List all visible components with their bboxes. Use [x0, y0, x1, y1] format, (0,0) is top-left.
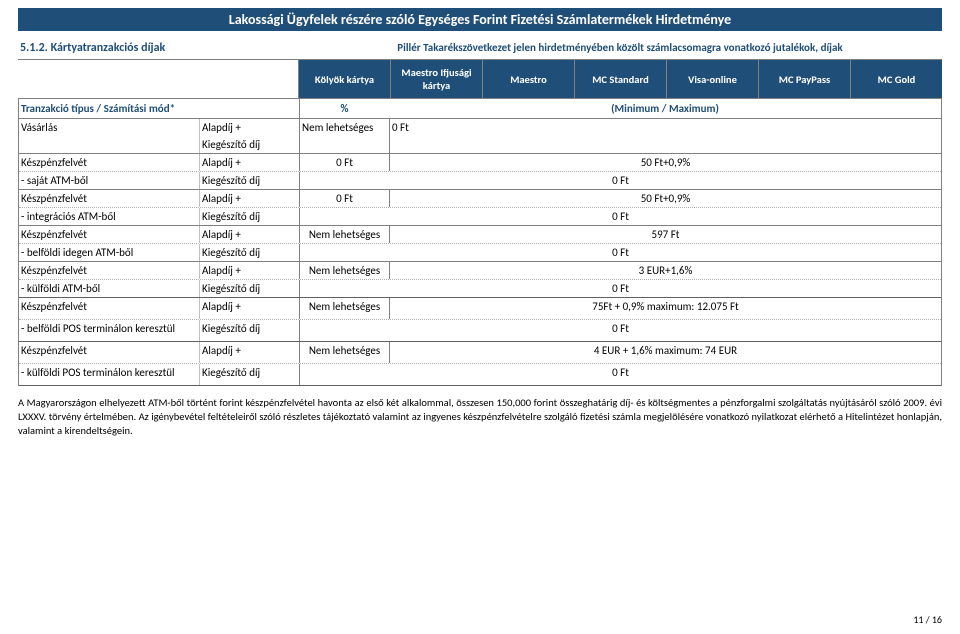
row3-r2-b: Kiegészítő díj: [199, 244, 299, 261]
row6-r1-c: Nem lehetséges: [299, 342, 389, 363]
row3-r1-c: Nem lehetséges: [299, 226, 389, 243]
row0-r2-b: Kiegészítő díj: [199, 136, 299, 153]
row3-r1-b: Alapdíj +: [199, 226, 299, 243]
row6-sub: - külföldi POS terminálon keresztül: [19, 364, 199, 385]
row6-name: Készpénzfelvét: [19, 342, 199, 363]
row-group-0: Vásárlás Alapdíj + Nem lehetséges 0 Ft K…: [18, 119, 942, 154]
row5-r1-b: Alapdíj +: [199, 298, 299, 319]
section-header: 5.1.2. Kártyatranzakciós díjak Pillér Ta…: [18, 37, 942, 59]
row2-r2-cd: 0 Ft: [299, 208, 941, 225]
section-description: Pillér Takarékszövetkezet jelen hirdetmé…: [298, 37, 942, 59]
subheader-label: Tranzakció típus / Számítási mód*: [19, 99, 199, 118]
row6-r2-b: Kiegészítő díj: [199, 364, 299, 385]
row6-r2-cd: 0 Ft: [299, 364, 941, 385]
row1-r2-cd: 0 Ft: [299, 172, 941, 189]
row0-name: Vásárlás: [19, 119, 199, 136]
row5-name: Készpénzfelvét: [19, 298, 199, 319]
row0-r2-c: [299, 136, 389, 153]
row4-r2-b: Kiegészítő díj: [199, 280, 299, 297]
card-col-5: MC PayPass: [758, 60, 850, 98]
card-col-1: Maestro Ifjusági kártya: [390, 60, 482, 98]
subheader-minmax: (Minimum / Maximum): [389, 99, 941, 118]
row1-sub: - saját ATM-ből: [19, 172, 199, 189]
row4-name: Készpénzfelvét: [19, 262, 199, 279]
row5-r2-b: Kiegészítő díj: [199, 320, 299, 341]
row1-name: Készpénzfelvét: [19, 154, 199, 171]
row4-sub: - külföldi ATM-ből: [19, 280, 199, 297]
card-col-4: Visa-online: [666, 60, 758, 98]
row1-r2-b: Kiegészítő díj: [199, 172, 299, 189]
row5-sub: - belföldi POS terminálon keresztül: [19, 320, 199, 341]
row3-name: Készpénzfelvét: [19, 226, 199, 243]
section-number: 5.1.2. Kártyatranzakciós díjak: [18, 37, 298, 59]
row5-r1-d: 75Ft + 0,9% maximum: 12.075 Ft: [389, 298, 941, 319]
card-header-row: Kölyök kártya Maestro Ifjusági kártya Ma…: [18, 59, 942, 99]
page-banner: Lakossági Ügyfelek részére szóló Egysége…: [18, 8, 942, 31]
row3-r2-cd: 0 Ft: [299, 244, 941, 261]
row1-r1-c: 0 Ft: [299, 154, 389, 171]
row2-r1-c: 0 Ft: [299, 190, 389, 207]
row0-r1-d: 0 Ft: [389, 119, 941, 136]
row2-r1-d: 50 Ft+0,9%: [389, 190, 941, 207]
row3-r1-d: 597 Ft: [389, 226, 941, 243]
row4-r1-c: Nem lehetséges: [299, 262, 389, 279]
card-col-0: Kölyök kártya: [298, 60, 390, 98]
card-col-3: MC Standard: [574, 60, 666, 98]
row3-sub: - belföldi idegen ATM-ből: [19, 244, 199, 261]
row5-r1-c: Nem lehetséges: [299, 298, 389, 319]
row1-r1-d: 50 Ft+0,9%: [389, 154, 941, 171]
footnote-text: A Magyarországon elhelyezett ATM-ből tör…: [18, 396, 942, 439]
row0-name2: [19, 136, 199, 153]
header-spacer: [18, 60, 298, 98]
row2-sub: - integrációs ATM-ből: [19, 208, 199, 225]
row-group-6: Készpénzfelvét Alapdíj + Nem lehetséges …: [18, 342, 942, 386]
row-group-3: Készpénzfelvét Alapdíj + Nem lehetséges …: [18, 226, 942, 262]
row6-r1-d: 4 EUR + 1,6% maximum: 74 EUR: [389, 342, 941, 363]
row0-r1-b: Alapdíj +: [199, 119, 299, 136]
row-group-5: Készpénzfelvét Alapdíj + Nem lehetséges …: [18, 298, 942, 342]
subheader-row: Tranzakció típus / Számítási mód* % (Min…: [18, 99, 942, 119]
row2-name: Készpénzfelvét: [19, 190, 199, 207]
row6-r1-b: Alapdíj +: [199, 342, 299, 363]
row2-r1-b: Alapdíj +: [199, 190, 299, 207]
row5-r2-cd: 0 Ft: [299, 320, 941, 341]
row0-r1-c: Nem lehetséges: [299, 119, 389, 136]
page-number: 11 / 16: [913, 613, 942, 626]
subheader-pct: %: [299, 99, 389, 118]
row1-r1-b: Alapdíj +: [199, 154, 299, 171]
row0-r2-d: [389, 136, 941, 153]
row2-r2-b: Kiegészítő díj: [199, 208, 299, 225]
row-group-1: Készpénzfelvét Alapdíj + 0 Ft 50 Ft+0,9%…: [18, 154, 942, 190]
row4-r1-d: 3 EUR+1,6%: [389, 262, 941, 279]
row4-r2-cd: 0 Ft: [299, 280, 941, 297]
card-col-6: MC Gold: [850, 60, 942, 98]
row-group-4: Készpénzfelvét Alapdíj + Nem lehetséges …: [18, 262, 942, 298]
row-group-2: Készpénzfelvét Alapdíj + 0 Ft 50 Ft+0,9%…: [18, 190, 942, 226]
card-col-2: Maestro: [482, 60, 574, 98]
row4-r1-b: Alapdíj +: [199, 262, 299, 279]
subheader-blank: [199, 99, 299, 118]
